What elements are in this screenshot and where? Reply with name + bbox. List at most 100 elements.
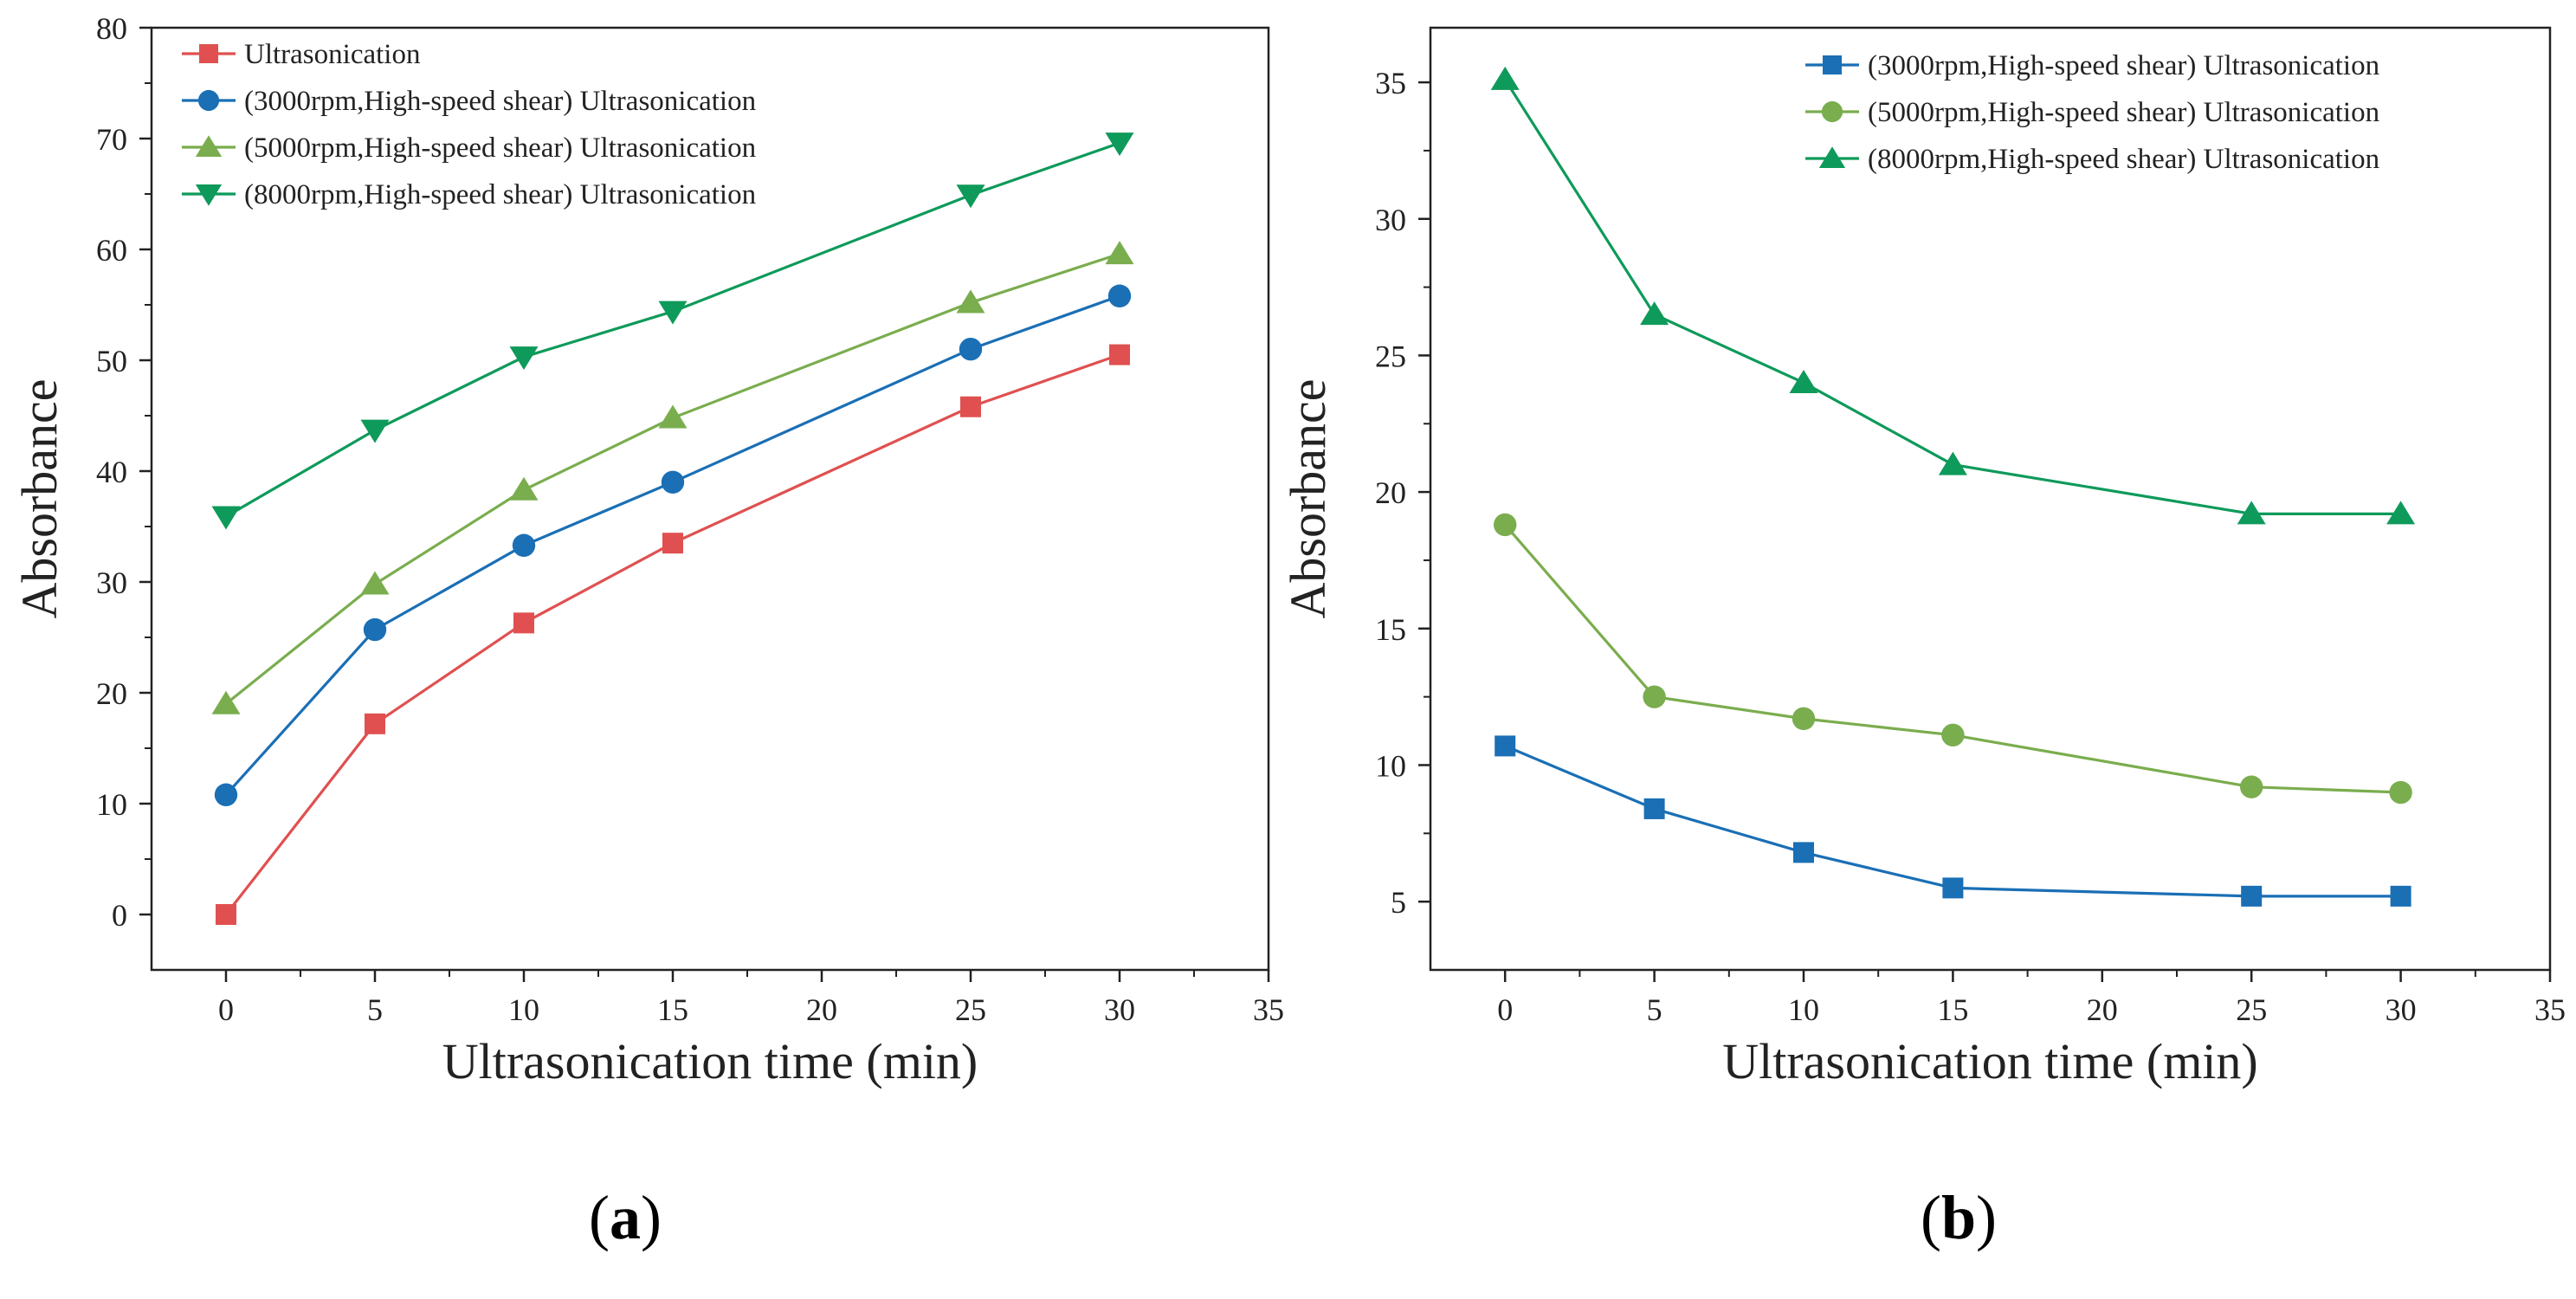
legend: Ultrasonication (3000rpm,High-speed shear… [182,39,756,210]
data-point [211,506,241,530]
y-tick-label: 5 [1391,885,1406,920]
plot-frame [150,26,1270,972]
data-point [211,690,241,714]
legend-label: (8000rpm,High-speed shear) Ultrasonicati… [1868,144,2379,175]
legend-marker [197,89,220,112]
data-point [1938,451,1967,475]
x-tick-label: 10 [1788,992,1819,1027]
y-axis-label: Absorbance [11,378,68,618]
x-tick-label: 35 [2534,992,2566,1027]
x-axis-label: Ultrasonication time (min) [1722,1033,2258,1089]
data-point [1793,842,1814,863]
y-tick-label: 60 [96,233,127,268]
data-point [2386,501,2416,525]
y-tick-label: 10 [1375,748,1406,783]
series-line [1503,523,2401,794]
series-1 [214,284,1132,806]
series-0 [1495,735,2411,907]
chart-panel-b: 0 5 10 15 20 25 30 35 5 10 15 20 25 30 35 Ultrasonicati… [1280,26,2566,1089]
data-point [360,571,390,595]
data-point [1643,798,1665,819]
data-point [960,396,981,417]
x-tick-label: 5 [367,992,383,1027]
legend-label: Ultrasonication [244,39,420,70]
x-tick-label: 15 [1937,992,1968,1027]
data-point [509,476,539,501]
legend-label: (5000rpm,High-speed shear) Ultrasonicati… [1868,97,2379,128]
data-point [2240,775,2263,798]
data-point [959,338,983,361]
series-line [1503,79,2401,515]
x-tick-label: 5 [1647,992,1662,1027]
legend-label: (3000rpm,High-speed shear) Ultrasonicati… [244,86,756,117]
data-point [513,612,534,634]
series-2 [211,241,1134,714]
chart-panel-a: 0 5 10 15 20 25 30 35 0 10 20 30 40 50 60 70 80 Ultrasoni… [11,11,1284,1089]
series-0 [216,344,1130,925]
legend-label: (5000rpm,High-speed shear) Ultrasonicati… [244,132,756,164]
panel-caption-b: (b) [1921,1183,1998,1252]
data-point [360,419,390,443]
data-point [1494,513,1517,537]
data-point [662,533,683,554]
x-tick-label: 25 [955,992,986,1027]
series-line [225,141,1120,518]
plot-frame [1429,26,2552,972]
data-point [1942,877,1964,899]
y-tick-label: 20 [96,676,127,711]
y-tick-label: 10 [96,787,127,822]
data-point [2241,885,2263,907]
data-point [1107,284,1132,307]
series-line [224,353,1120,915]
y-tick-label: 30 [96,565,127,600]
legend-label: (8000rpm,High-speed shear) Ultrasonicati… [244,179,756,210]
legend-marker [1823,55,1842,74]
y-tick-label: 80 [96,11,127,46]
data-point [1495,735,1516,757]
data-point [1490,66,1520,90]
data-point [658,301,688,325]
data-point [2389,780,2412,805]
data-point [2390,885,2411,907]
data-point [214,783,238,806]
data-point [1792,707,1816,731]
legend-marker [1821,100,1843,123]
x-tick-label: 20 [2087,992,2118,1027]
data-point [1640,301,1669,326]
legend-marker [195,135,223,157]
y-tick-label: 70 [96,122,127,157]
data-point [216,904,236,925]
series-1 [1494,513,2412,805]
x-tick-label: 15 [657,992,688,1027]
x-tick-label: 0 [218,992,234,1027]
x-tick-label: 30 [1104,992,1135,1027]
panel-caption-a: (a) [589,1183,662,1252]
series-line [224,294,1120,796]
y-axis-label: Absorbance [1280,378,1336,618]
legend: (3000rpm,High-speed shear) Ultrasonicati… [1805,50,2379,175]
y-tick-label: 25 [1375,339,1406,373]
legend-label: (3000rpm,High-speed shear) Ultrasonicati… [1868,50,2379,81]
data-point [1105,132,1134,157]
series-line [224,252,1120,706]
series-3 [211,132,1134,530]
data-point [363,617,387,642]
data-point [956,184,985,209]
data-point [658,404,688,429]
x-tick-label: 10 [508,992,539,1027]
data-point [1105,241,1134,265]
data-point [1109,344,1130,365]
y-tick-label: 20 [1375,475,1406,510]
y-tick-label: 15 [1375,612,1406,647]
data-point [1643,685,1666,708]
data-point [2237,501,2266,525]
y-tick-label: 30 [1375,203,1406,237]
y-tick-label: 40 [96,455,127,489]
data-point [661,470,685,494]
x-tick-label: 35 [1253,992,1284,1027]
data-point [512,533,536,557]
data-point [365,713,385,734]
x-axis-label: Ultrasonication time (min) [442,1033,978,1089]
series-line [1504,744,2401,898]
